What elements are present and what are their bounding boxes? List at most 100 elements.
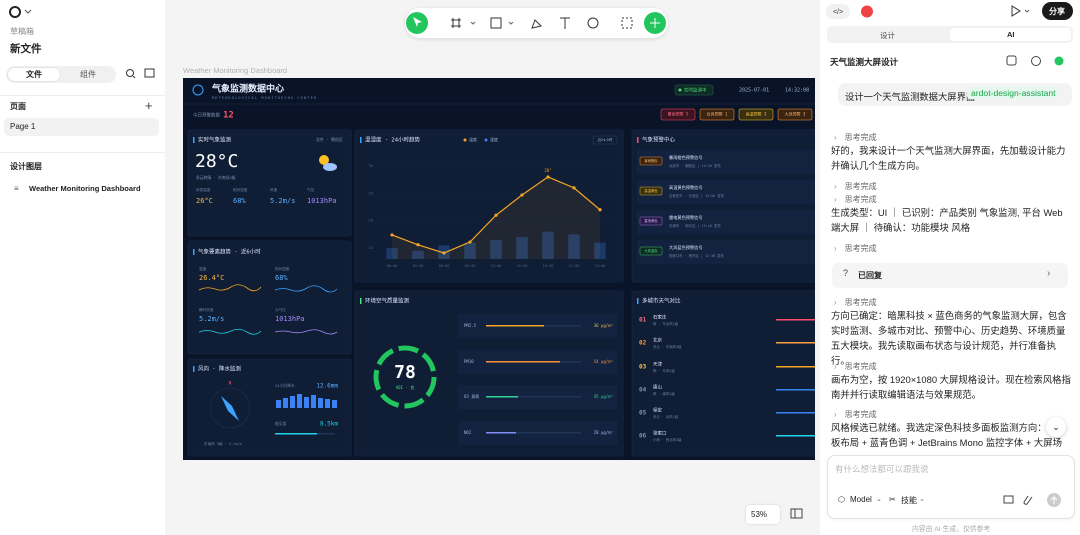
ai-message: 风格候选已就绪。我选定深色科技多面板监测方向：暗黑板布局 + 蓝青色调 + Je…	[831, 422, 1066, 448]
precip-value: 12.6mm	[316, 383, 338, 390]
alert-tag	[699, 108, 735, 121]
divider	[0, 95, 165, 96]
skills-select[interactable]: 技能	[901, 496, 917, 505]
range-box[interactable]	[592, 135, 618, 145]
y-tick-label: 30	[368, 163, 373, 168]
tab[interactable]: AI	[1007, 30, 1015, 39]
city-bar	[776, 412, 815, 414]
metric-value: 26°C	[196, 197, 213, 205]
x-tick-label: 06:00	[439, 264, 450, 268]
metric-value: 5.2m/s	[270, 197, 295, 205]
city-rank: 02	[639, 340, 647, 347]
thinking-status[interactable]: 思考完成	[834, 132, 877, 143]
metric-value: 26.4°C	[199, 274, 224, 282]
warning-item[interactable]	[637, 180, 815, 204]
sparkline	[198, 284, 262, 292]
pages-title: 页面	[10, 102, 26, 111]
model-select[interactable]: Model	[850, 495, 872, 504]
warning-meta: 天津市 · 和平区 | 13:10 发布	[669, 223, 721, 228]
pollutant-value: 54 μg/m³	[594, 359, 613, 364]
legend-label: 湿度	[490, 136, 498, 142]
warning-title: 雷电黄色预警信号	[669, 214, 703, 221]
city-meta: 晴 · 东北风2级	[653, 321, 679, 326]
warning-tag-text: 暴雨橙色	[644, 158, 658, 163]
ai-message: 好的，我来设计一个天气监测大屏界面，先加载设计能力并确认几个生成方向。	[831, 145, 1066, 171]
thinking-status[interactable]: 思考完成	[834, 194, 877, 205]
alert-tag-text: 高温预警 3	[746, 111, 767, 117]
city-meta: 多云 · 东南风3级	[653, 344, 682, 349]
panel-accent	[193, 137, 195, 143]
city-rank: 06	[639, 433, 647, 440]
tab-active	[8, 68, 60, 81]
share-button[interactable]	[1042, 2, 1073, 20]
city-rank: 03	[639, 364, 647, 371]
warning-item[interactable]	[637, 210, 815, 234]
svg-text:</>: </>	[833, 9, 843, 16]
city-name: 北京	[653, 337, 662, 344]
chevron: ⌄	[876, 496, 882, 503]
tab[interactable]: 组件	[80, 70, 96, 79]
replied-box[interactable]	[832, 263, 1068, 288]
range[interactable]: 近24小时	[597, 137, 613, 142]
thinking-status[interactable]: 思考完成	[834, 243, 877, 254]
city-meta: 晴 · 南风2级	[653, 391, 675, 396]
city-name: 张家口	[653, 430, 667, 437]
compass-north: N	[229, 381, 232, 387]
metric-label: 风速	[270, 187, 278, 192]
input-placeholder[interactable]: 有什么想法都可以跟我说	[835, 464, 929, 474]
input-box[interactable]	[827, 455, 1075, 519]
thinking-status[interactable]: 思考完成	[834, 181, 877, 192]
warning-item[interactable]	[637, 150, 815, 174]
panel-toggle[interactable]	[790, 508, 804, 520]
zoom-box[interactable]	[746, 505, 780, 524]
warning-meta: 石家庄市 · 长安区 | 13:50 发布	[669, 193, 725, 198]
page-name[interactable]: Page 1	[10, 122, 36, 131]
city-name: 保定	[653, 407, 662, 414]
warning-item[interactable]	[637, 240, 815, 264]
panel-accent	[193, 249, 195, 255]
metric-label: 体感温度	[196, 187, 211, 192]
add-page[interactable]: +	[145, 98, 153, 113]
share-label[interactable]: 分享	[1049, 7, 1065, 16]
zoom[interactable]: 53%	[751, 510, 768, 519]
warning-tag	[639, 216, 663, 226]
panel-title: 环境空气质量监测	[365, 297, 410, 305]
tab[interactable]: 文件	[26, 70, 42, 79]
top-bar-icons[interactable]: </>	[826, 3, 1076, 21]
drafts: 草稿箱	[10, 27, 34, 36]
thinking-status[interactable]: 思考完成	[834, 361, 877, 372]
sparkline	[198, 328, 262, 335]
sidebar-icons[interactable]	[125, 68, 157, 80]
aqi-grade: AQI · 良	[396, 384, 414, 390]
replied-label[interactable]: 已回复	[858, 271, 882, 280]
city-bar	[776, 435, 815, 437]
thinking-status[interactable]: 思考完成	[834, 409, 877, 420]
pollutant-fill	[486, 325, 544, 327]
trend-chart: 15 20 25 30 00:00 03:00 06:00 09:00 12:00 15:00 18…	[368, 163, 613, 268]
current-temp: 28°C	[195, 151, 238, 172]
alert-count: 12	[223, 111, 234, 121]
compass	[209, 387, 251, 429]
x-tick-label: 09:00	[465, 264, 476, 268]
skill-tag: ardot-design-assistant	[967, 87, 1060, 99]
scroll-down[interactable]: ⌄	[1046, 417, 1066, 437]
panel	[187, 240, 352, 355]
tab[interactable]: 设计	[880, 31, 895, 40]
thinking-status[interactable]: 思考完成	[834, 297, 877, 308]
warning-tag-text: 高温黄色	[644, 188, 658, 193]
input-actions[interactable]	[1003, 492, 1067, 508]
toolbar-icons[interactable]	[405, 8, 668, 38]
page-row[interactable]	[4, 118, 159, 136]
ai-message: 生成类型：UI ｜ 已识别：产品类别 气象监测, 平台 Web端大屏 ｜ 待确认…	[831, 207, 1063, 233]
conversation-icons[interactable]	[1006, 55, 1070, 67]
file-name[interactable]: 新文件	[10, 43, 42, 55]
city-rank: 05	[639, 410, 647, 417]
pollutant-name: PM2.5	[464, 323, 477, 328]
city-bar	[776, 389, 815, 391]
alert-tag-text: 暴雨预警 5	[668, 111, 689, 117]
status-badge	[674, 84, 714, 96]
panel-title: 实时气象监测	[198, 136, 232, 144]
panel-title: 风向 · 降水监测	[198, 365, 241, 373]
pollutant-value: 28 μg/m³	[594, 430, 613, 435]
layer-name[interactable]: Weather Monitoring Dashboard	[29, 184, 141, 193]
